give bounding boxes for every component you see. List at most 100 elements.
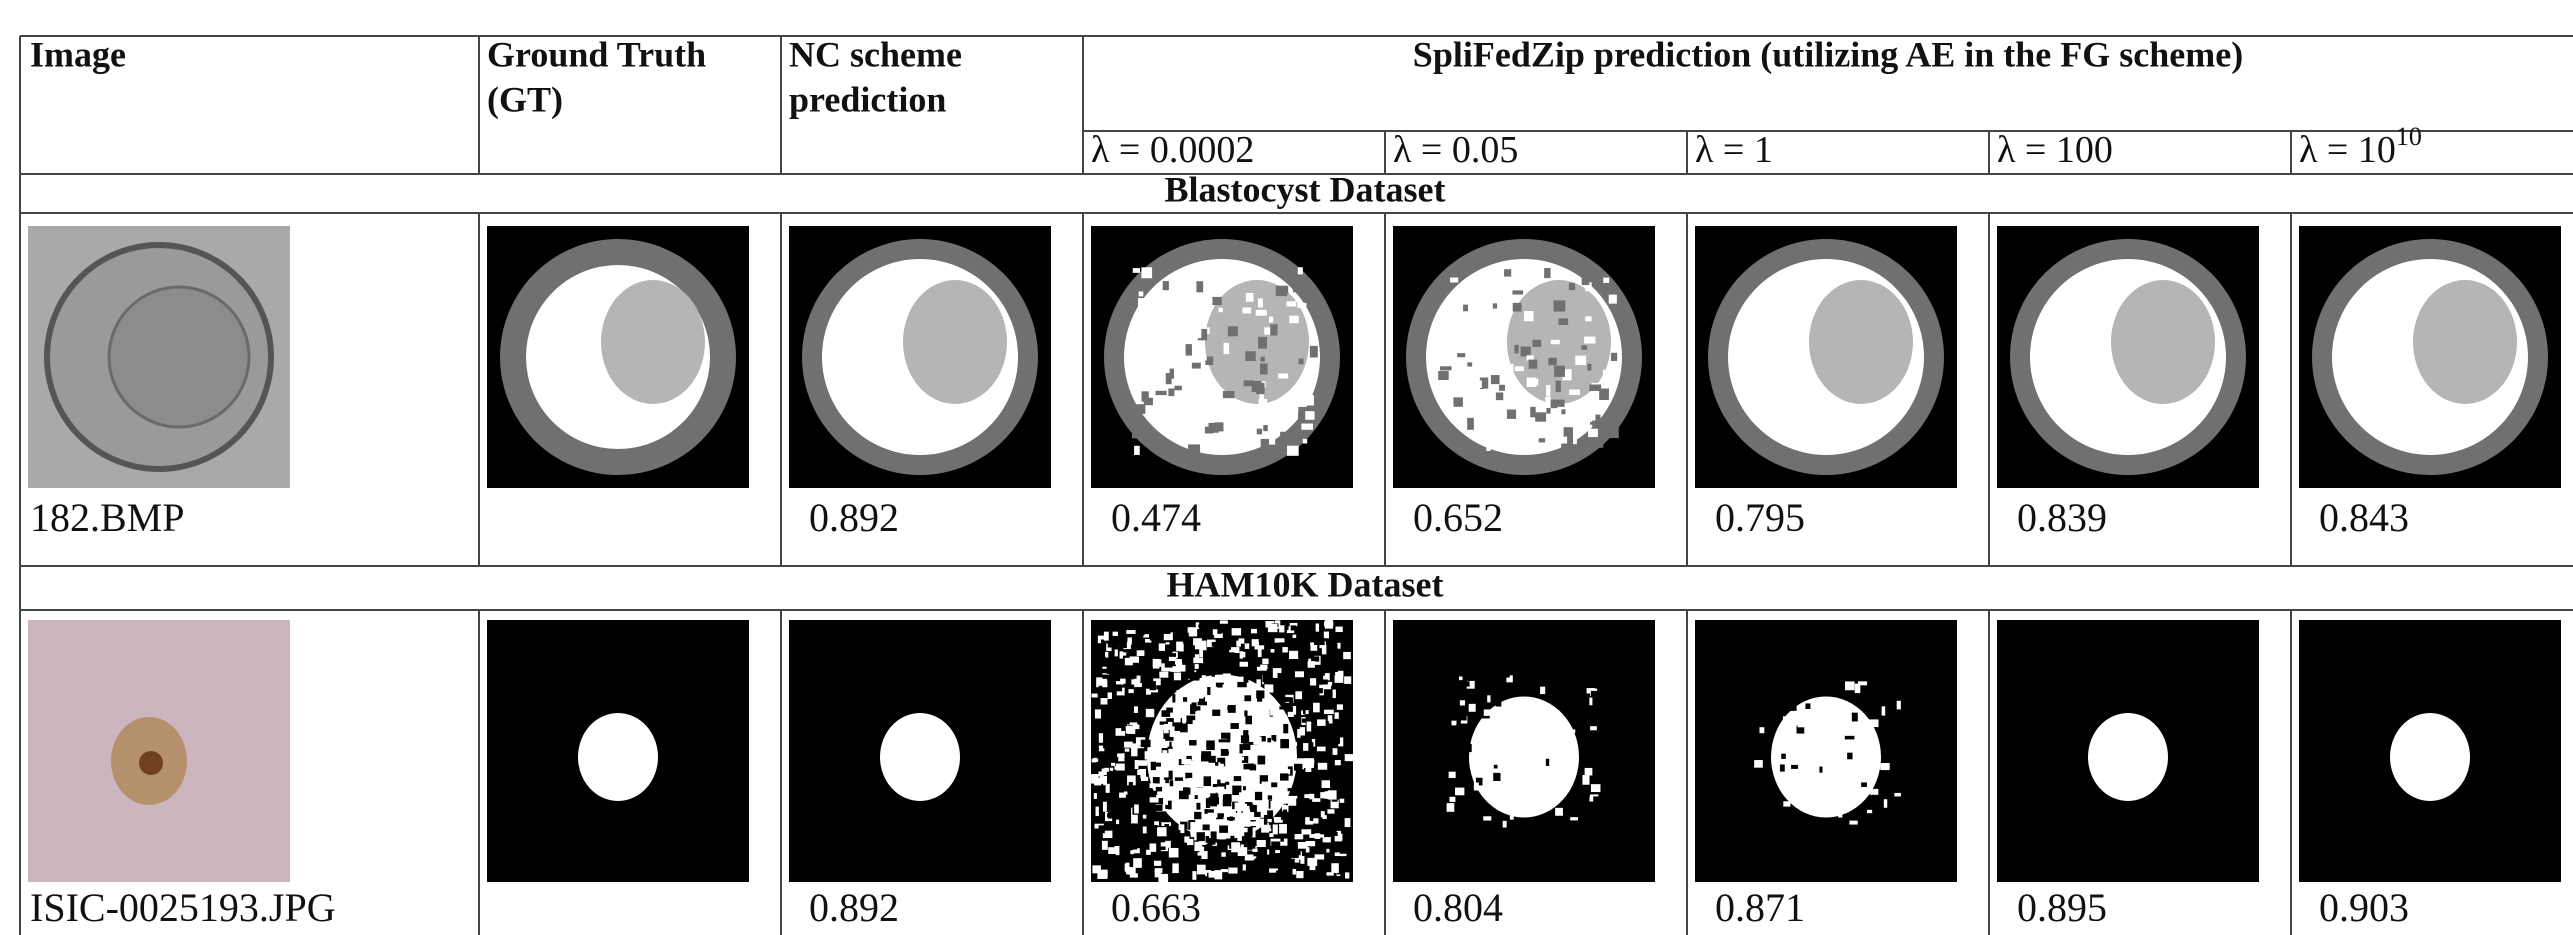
mask-noise [1102, 841, 1108, 850]
mask-noise [1279, 715, 1287, 724]
mask-noise [1198, 762, 1206, 769]
mask-noise [1534, 379, 1539, 386]
mask-noise [1148, 837, 1157, 844]
mask-noise [1101, 698, 1108, 704]
mask-noise [1315, 638, 1324, 645]
mask-noise [1130, 722, 1138, 725]
mask-noise [1169, 848, 1179, 858]
mask-noise [1291, 625, 1297, 630]
mask-noise [1593, 796, 1601, 802]
dice-score: 0.474 [1111, 495, 1201, 540]
mask-noise [1316, 631, 1323, 636]
mask-noise [1322, 740, 1328, 745]
mask-noise [1318, 763, 1327, 770]
mask-noise [1608, 427, 1619, 439]
mask-noise [1301, 829, 1311, 834]
mask-noise [1483, 816, 1491, 820]
mask-noise [1162, 750, 1167, 756]
mask-noise [1335, 760, 1341, 765]
mask-noise [1198, 625, 1204, 628]
mask-noise [1313, 824, 1323, 828]
mask-noise [1513, 303, 1522, 312]
mask-noise [1199, 693, 1204, 699]
mask-noise [1134, 376, 1146, 382]
mask-noise [1261, 439, 1269, 448]
segmentation-image [789, 226, 1051, 488]
mask-noise [1210, 824, 1217, 831]
mask-noise [1283, 688, 1292, 693]
mask-noise [1307, 760, 1314, 765]
mask-noise [1558, 318, 1568, 325]
mask-noise [1261, 768, 1267, 774]
mask-noise [1293, 635, 1297, 638]
mask-noise [1278, 673, 1282, 680]
mask-noise [1306, 369, 1315, 375]
mask-noise [1244, 710, 1247, 716]
mask-noise [1469, 704, 1476, 712]
mask-noise [1458, 711, 1467, 720]
mask-noise [1193, 390, 1204, 395]
mask-noise [1170, 780, 1174, 786]
mask-noise [1174, 673, 1181, 681]
mask-noise [1246, 293, 1254, 302]
mask-noise [1323, 837, 1331, 842]
mask-noise [1461, 796, 1469, 800]
segmentation-image [1695, 620, 1957, 882]
mask-noise [1293, 288, 1301, 292]
mask-noise [1305, 789, 1312, 794]
mask-noise [1124, 842, 1133, 851]
mask-noise [1506, 672, 1510, 678]
mask-noise [1861, 746, 1866, 755]
mask-noise [1439, 418, 1444, 424]
mask-noise [1168, 861, 1173, 870]
mask-noise [1225, 681, 1230, 689]
mask-noise [1162, 788, 1167, 792]
mask-noise [1141, 740, 1151, 747]
mask-noise [1115, 872, 1123, 879]
mask-noise [1168, 753, 1176, 757]
mask-noise [1212, 668, 1215, 677]
mask-noise [1115, 649, 1118, 656]
results-table: ImageGround Truth(GT)NC schemeprediction… [0, 0, 2573, 935]
mask-noise [1869, 709, 1875, 716]
segmentation-image [1695, 226, 1957, 488]
mask-noise [1263, 791, 1268, 797]
mask-noise [1243, 764, 1253, 769]
mask-noise [1111, 763, 1115, 766]
mask-noise [1172, 782, 1182, 791]
mask-noise [1212, 297, 1221, 305]
mask-noise [1192, 772, 1197, 780]
mask-noise [1884, 799, 1887, 808]
mask-noise [1752, 803, 1757, 809]
mask-noise [1196, 329, 1202, 338]
mask-noise [1341, 857, 1348, 863]
mask-noise [1327, 809, 1334, 813]
mask-noise [1194, 812, 1201, 819]
lambda-value: λ = 10 [2299, 129, 2396, 171]
mask-noise [1202, 675, 1206, 684]
mask-noise [1152, 825, 1158, 833]
mask-noise [1179, 743, 1185, 747]
mask-noise [1123, 831, 1133, 834]
mask-noise [1208, 871, 1216, 878]
mask-noise [1208, 388, 1218, 395]
mask-noise [1245, 351, 1255, 361]
mask-noise [1324, 632, 1329, 639]
mask-noise [1298, 750, 1307, 758]
mask-noise [1163, 281, 1169, 290]
dice-score: 0.663 [1111, 885, 1201, 930]
mask-noise [1317, 719, 1326, 726]
mask-noise [1174, 733, 1181, 740]
mask-noise [1143, 866, 1151, 872]
mask-noise [1570, 817, 1578, 820]
cell-inner [109, 287, 249, 427]
mask-noise [1189, 740, 1197, 745]
mask-noise [1245, 643, 1250, 649]
mask-noise [1264, 815, 1267, 825]
mask-noise [1214, 644, 1218, 650]
segmentation-image [1393, 226, 1655, 488]
mask-noise [1095, 709, 1101, 718]
mask-noise [1212, 710, 1220, 716]
mask-noise [1099, 825, 1105, 833]
mask-icm [903, 280, 1007, 404]
